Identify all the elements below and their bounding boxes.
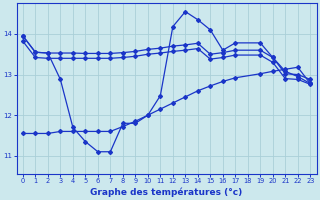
- X-axis label: Graphe des températures (°c): Graphe des températures (°c): [91, 187, 243, 197]
